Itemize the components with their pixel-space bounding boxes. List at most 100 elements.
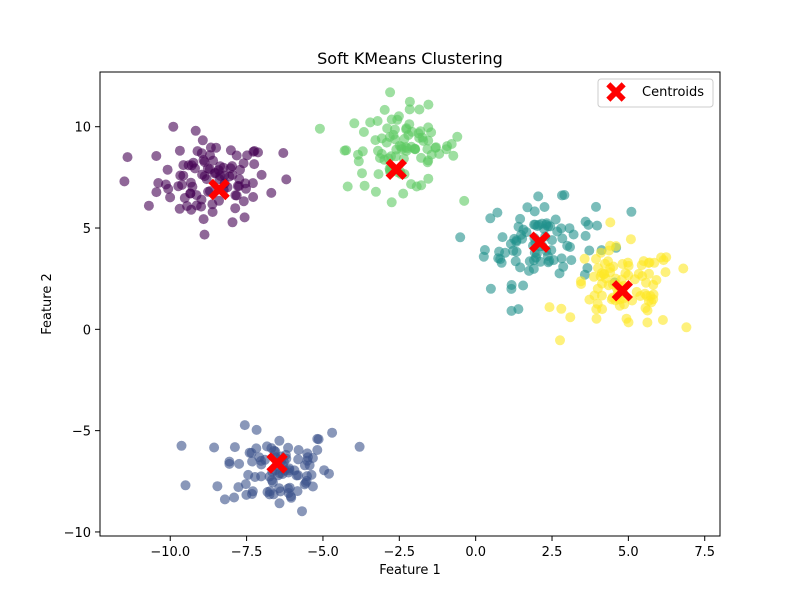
- data-point: [411, 181, 422, 192]
- data-point: [312, 433, 323, 444]
- data-point: [555, 335, 565, 346]
- data-point: [494, 246, 505, 257]
- data-point: [241, 489, 252, 500]
- x-tick-label: −2.5: [384, 545, 416, 560]
- data-point: [190, 125, 201, 136]
- data-point: [605, 240, 616, 251]
- centroid-marker: [266, 452, 288, 474]
- data-point: [423, 99, 434, 110]
- data-point: [386, 197, 397, 208]
- data-point: [327, 427, 338, 438]
- data-point: [209, 442, 220, 453]
- data-point: [168, 121, 179, 132]
- data-point: [176, 440, 187, 451]
- data-point: [178, 160, 189, 171]
- data-point: [227, 161, 238, 172]
- data-point: [302, 471, 312, 482]
- data-point: [247, 456, 258, 467]
- data-point: [370, 186, 381, 197]
- data-point: [151, 151, 162, 161]
- data-point: [583, 219, 594, 230]
- data-point: [238, 196, 249, 207]
- data-point: [274, 435, 285, 446]
- data-point: [642, 305, 653, 316]
- data-point: [485, 283, 496, 294]
- data-point: [353, 156, 364, 167]
- data-point: [623, 270, 634, 281]
- data-point: [479, 245, 490, 255]
- data-point: [580, 230, 591, 241]
- data-point: [354, 441, 365, 452]
- data-point: [349, 118, 360, 129]
- data-point: [638, 256, 649, 267]
- data-point: [241, 183, 251, 194]
- data-point: [243, 469, 254, 480]
- data-point: [192, 146, 203, 157]
- data-point: [186, 160, 197, 171]
- centroid-marker: [208, 178, 230, 201]
- data-point: [197, 169, 208, 180]
- data-point: [556, 303, 567, 314]
- y-axis-label: Feature 2: [40, 273, 55, 335]
- data-point: [119, 176, 130, 187]
- data-point: [234, 174, 245, 185]
- data-point: [234, 458, 245, 469]
- data-point: [199, 229, 210, 240]
- data-point: [233, 482, 244, 493]
- data-point: [556, 253, 567, 264]
- data-point: [591, 201, 601, 212]
- data-point: [291, 470, 302, 481]
- data-point: [314, 123, 325, 134]
- data-point: [365, 117, 376, 128]
- data-point: [205, 150, 215, 161]
- data-point: [153, 178, 164, 188]
- data-point: [660, 267, 671, 278]
- data-point: [678, 263, 689, 274]
- data-point: [452, 131, 463, 142]
- data-point: [681, 322, 692, 333]
- data-point: [513, 221, 524, 232]
- legend-box: [597, 78, 714, 108]
- data-point: [448, 150, 459, 161]
- data-point: [229, 442, 240, 453]
- data-point: [648, 289, 659, 300]
- data-point: [644, 268, 654, 279]
- data-point: [198, 214, 209, 225]
- data-point: [185, 177, 196, 188]
- data-point: [284, 482, 295, 493]
- data-point: [256, 169, 267, 180]
- data-point: [422, 157, 433, 168]
- data-point: [319, 465, 330, 476]
- data-point: [401, 123, 412, 134]
- data-point: [515, 213, 526, 224]
- legend: Centroids: [597, 78, 714, 108]
- x-axis-label: Feature 1: [379, 563, 441, 578]
- data-point: [162, 164, 173, 175]
- data-point: [297, 506, 307, 517]
- data-point: [485, 213, 496, 224]
- data-point: [281, 174, 292, 185]
- data-point: [524, 265, 534, 276]
- data-point: [605, 217, 616, 228]
- data-point: [175, 170, 186, 181]
- data-point: [180, 480, 191, 491]
- data-point: [251, 443, 262, 454]
- data-point: [522, 202, 533, 213]
- data-point: [247, 178, 258, 189]
- data-point: [212, 481, 223, 492]
- data-point: [177, 179, 187, 190]
- data-point: [592, 298, 603, 309]
- data-point: [596, 290, 607, 301]
- data-point: [404, 104, 415, 115]
- data-point: [214, 195, 224, 206]
- data-point: [575, 276, 586, 287]
- data-point: [455, 232, 466, 243]
- data-point: [518, 280, 529, 291]
- data-point: [274, 483, 285, 494]
- data-point: [566, 255, 577, 266]
- y-axis-ticks: −10 −5 0 5 10: [64, 121, 100, 541]
- data-point: [529, 219, 540, 230]
- y-tick-label: −5: [72, 425, 91, 440]
- data-point: [174, 145, 185, 156]
- chart-title: Soft KMeans Clustering: [317, 49, 503, 68]
